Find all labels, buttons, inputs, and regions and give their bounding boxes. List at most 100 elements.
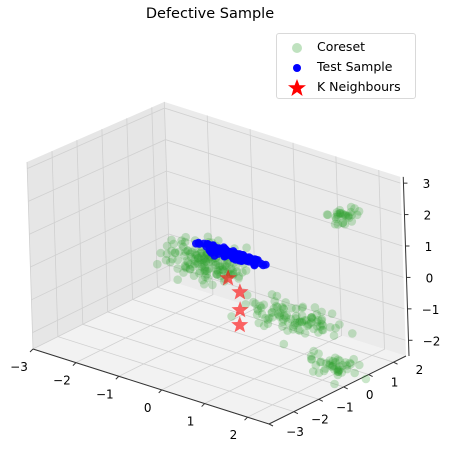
coreset-point bbox=[276, 308, 285, 318]
side-pane bbox=[27, 101, 170, 350]
k-neighbour-point bbox=[231, 316, 249, 333]
coreset-point bbox=[190, 256, 200, 266]
axis-lines bbox=[29, 176, 413, 427]
coreset-point bbox=[273, 309, 283, 319]
coreset-point bbox=[241, 300, 250, 309]
coreset-point bbox=[185, 265, 195, 274]
coreset-point bbox=[278, 322, 287, 331]
z-grid-line bbox=[29, 170, 403, 247]
coreset-point bbox=[317, 319, 327, 329]
coreset-point bbox=[213, 258, 223, 268]
coreset-point bbox=[190, 259, 199, 269]
coreset-point bbox=[345, 358, 355, 368]
coreset-point bbox=[330, 353, 340, 363]
coreset-point bbox=[302, 321, 312, 330]
coreset-point bbox=[223, 258, 232, 268]
y-tick-mark bbox=[393, 361, 398, 365]
coreset-point bbox=[183, 246, 193, 255]
coreset-point bbox=[330, 219, 340, 229]
coreset-point bbox=[201, 272, 210, 282]
coreset-point bbox=[335, 208, 345, 218]
coreset-point bbox=[272, 291, 282, 301]
coreset-point bbox=[253, 304, 262, 314]
coreset-point bbox=[202, 270, 212, 279]
coreset-point bbox=[196, 255, 206, 265]
coreset-point bbox=[339, 211, 349, 220]
coreset-point bbox=[308, 367, 318, 376]
coreset-point bbox=[202, 266, 212, 276]
y-grid-line bbox=[51, 151, 295, 412]
coreset-point bbox=[221, 261, 230, 271]
coreset-point bbox=[279, 305, 289, 314]
z-grid-line bbox=[30, 201, 404, 278]
coreset-point bbox=[317, 315, 327, 324]
y-grid-line bbox=[101, 129, 344, 388]
coreset-point bbox=[328, 361, 338, 370]
coreset-point bbox=[342, 364, 352, 374]
coreset-point bbox=[263, 319, 273, 329]
coreset-point bbox=[307, 313, 316, 323]
y-tick-label: 2 bbox=[416, 363, 424, 377]
x-grid-line bbox=[247, 169, 385, 418]
coreset-point bbox=[208, 280, 217, 290]
coreset-point bbox=[173, 264, 182, 273]
coreset-point bbox=[307, 354, 316, 364]
coreset-point bbox=[294, 325, 303, 335]
coreset-point bbox=[263, 315, 273, 324]
chart-title: Defective Sample bbox=[145, 6, 275, 22]
coreset-point bbox=[251, 299, 260, 309]
coreset-point bbox=[341, 211, 351, 220]
z-grid-line bbox=[32, 264, 406, 341]
coreset-point bbox=[291, 304, 301, 313]
coreset-point bbox=[279, 339, 289, 349]
coreset-point bbox=[338, 360, 348, 370]
coreset-point bbox=[306, 351, 316, 361]
coreset-point bbox=[329, 365, 339, 374]
coreset-point bbox=[295, 326, 305, 335]
coreset-point bbox=[338, 218, 348, 228]
tick-labels: −3 −2 −1 0 1 2 −3 −2 −1 0 1 2 −2 −1 0 1 2 3 bbox=[10, 177, 440, 442]
coreset-point bbox=[331, 212, 340, 222]
coreset-point bbox=[183, 246, 192, 255]
coreset-point bbox=[291, 318, 300, 328]
coreset-point bbox=[200, 254, 210, 264]
coreset-point bbox=[298, 302, 308, 312]
coreset-point bbox=[295, 317, 304, 327]
coreset-point bbox=[197, 251, 207, 261]
series-test-sample bbox=[192, 238, 270, 270]
coreset-point bbox=[215, 265, 225, 275]
coreset-point bbox=[200, 262, 209, 272]
coreset-point bbox=[185, 264, 195, 274]
k-neighbour-point bbox=[231, 283, 249, 300]
coreset-point bbox=[203, 273, 212, 283]
coreset-point bbox=[249, 297, 258, 307]
coreset-point bbox=[190, 249, 200, 258]
coreset-point bbox=[198, 248, 207, 258]
coreset-point bbox=[297, 318, 307, 327]
coreset-point bbox=[259, 321, 269, 331]
coreset-point bbox=[189, 271, 199, 281]
coreset-point bbox=[195, 266, 205, 276]
coreset-point bbox=[175, 247, 184, 256]
coreset-point bbox=[273, 302, 282, 312]
x-tick-label: 2 bbox=[230, 428, 238, 442]
coreset-point bbox=[270, 297, 280, 306]
z-tick-label: 2 bbox=[424, 209, 432, 223]
coreset-point bbox=[211, 260, 221, 270]
coreset-point bbox=[323, 210, 333, 220]
coreset-point bbox=[302, 315, 311, 325]
coreset-point bbox=[234, 274, 243, 283]
x-tick-mark bbox=[201, 403, 205, 407]
coreset-point bbox=[193, 259, 203, 269]
coreset-point bbox=[278, 317, 287, 327]
data-points bbox=[153, 202, 371, 389]
coreset-point bbox=[162, 241, 172, 251]
coreset-point bbox=[185, 249, 195, 259]
coreset-point bbox=[317, 307, 326, 317]
y-tick-label: −1 bbox=[336, 400, 354, 414]
coreset-point bbox=[318, 325, 328, 335]
coreset-point bbox=[303, 321, 313, 330]
coreset-point bbox=[342, 361, 352, 370]
z-tick-label: −1 bbox=[422, 303, 440, 317]
coreset-point bbox=[227, 312, 236, 321]
